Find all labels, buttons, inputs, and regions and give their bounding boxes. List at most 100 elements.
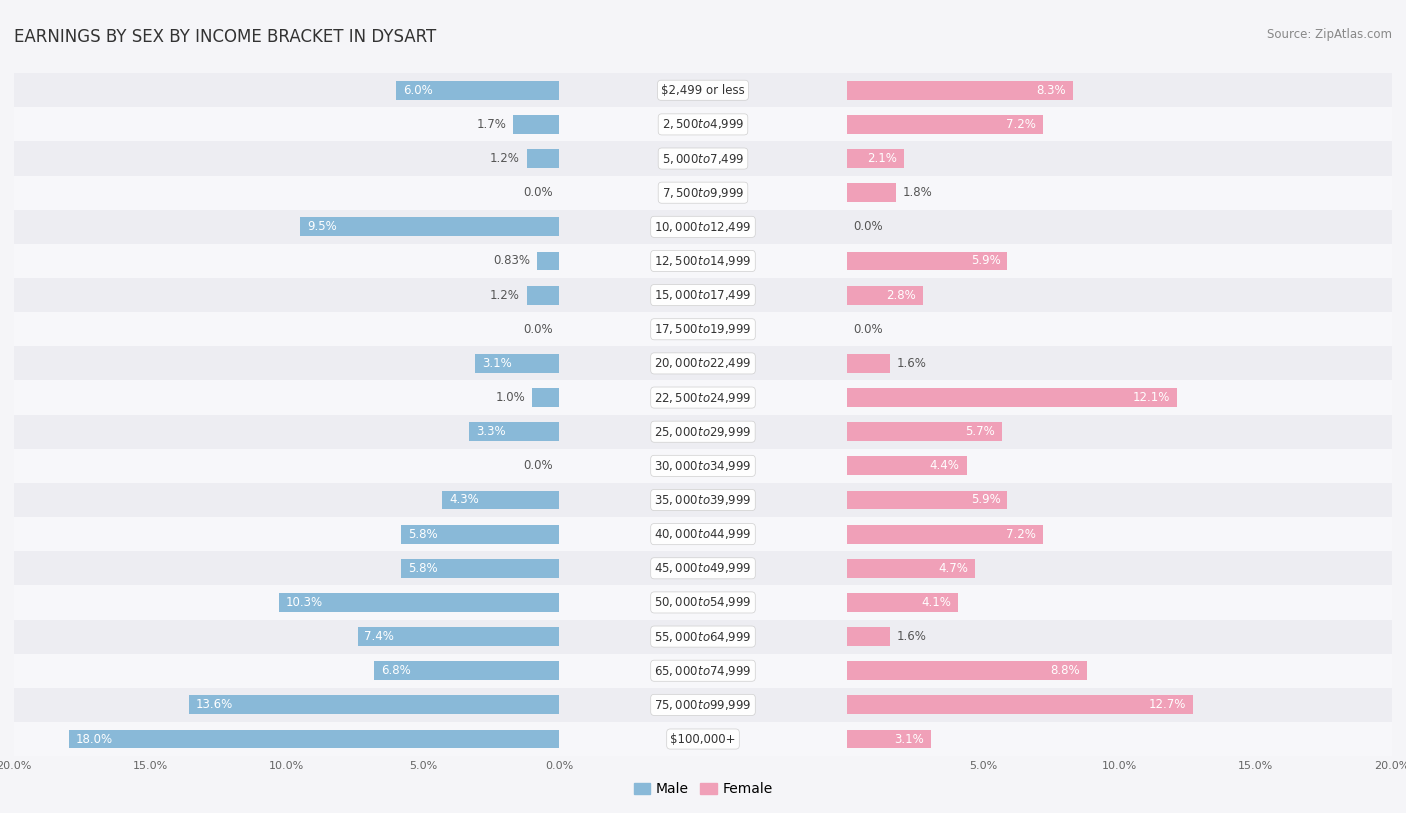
Bar — [0, 654, 1406, 688]
Bar — [0, 688, 1406, 722]
Bar — [0, 312, 1406, 346]
Bar — [0, 449, 1406, 483]
Bar — [0, 73, 1406, 107]
Text: $7,500 to $9,999: $7,500 to $9,999 — [662, 185, 744, 200]
Text: $22,500 to $24,999: $22,500 to $24,999 — [654, 390, 752, 405]
Bar — [0, 585, 1406, 620]
Text: 4.1%: 4.1% — [922, 596, 952, 609]
Bar — [188, 695, 560, 715]
Bar — [0, 483, 1406, 517]
Bar — [0, 210, 1406, 244]
Text: 8.3%: 8.3% — [1036, 84, 1066, 97]
Text: 0.0%: 0.0% — [523, 323, 553, 336]
Bar — [846, 729, 931, 749]
Bar — [0, 141, 1406, 176]
Text: 1.2%: 1.2% — [491, 152, 520, 165]
Bar — [0, 244, 1406, 278]
Text: 13.6%: 13.6% — [195, 698, 232, 711]
Text: 1.6%: 1.6% — [897, 630, 927, 643]
Bar — [0, 722, 1406, 756]
Text: 7.2%: 7.2% — [1007, 528, 1036, 541]
Bar — [0, 278, 1406, 312]
Bar — [0, 176, 1406, 210]
Bar — [846, 422, 1002, 441]
Bar — [0, 346, 1406, 380]
Text: $65,000 to $74,999: $65,000 to $74,999 — [654, 663, 752, 678]
Bar — [470, 422, 560, 441]
Text: 0.0%: 0.0% — [853, 323, 883, 336]
Text: 1.7%: 1.7% — [477, 118, 506, 131]
Bar — [0, 449, 1406, 483]
Text: $10,000 to $12,499: $10,000 to $12,499 — [654, 220, 752, 234]
Text: 10.3%: 10.3% — [285, 596, 322, 609]
Bar — [0, 415, 1406, 449]
Bar — [846, 490, 1008, 510]
Text: $30,000 to $34,999: $30,000 to $34,999 — [654, 459, 752, 473]
Text: 3.1%: 3.1% — [482, 357, 512, 370]
Bar — [0, 380, 1406, 415]
Text: 0.0%: 0.0% — [853, 220, 883, 233]
Bar — [0, 449, 1406, 483]
Bar — [846, 695, 1192, 715]
Text: Source: ZipAtlas.com: Source: ZipAtlas.com — [1267, 28, 1392, 41]
Bar — [846, 627, 890, 646]
Bar — [0, 551, 1406, 585]
Text: $50,000 to $54,999: $50,000 to $54,999 — [654, 595, 752, 610]
Bar — [846, 354, 890, 373]
Bar — [0, 688, 1406, 722]
Bar — [0, 654, 1406, 688]
Bar — [846, 524, 1043, 544]
Bar — [0, 517, 1406, 551]
Bar — [0, 73, 1406, 107]
Bar — [0, 312, 1406, 346]
Bar — [443, 490, 560, 510]
Bar — [374, 661, 560, 680]
Bar — [0, 244, 1406, 278]
Text: 5.9%: 5.9% — [972, 254, 1001, 267]
Bar — [0, 346, 1406, 380]
Bar — [0, 107, 1406, 141]
Text: $75,000 to $99,999: $75,000 to $99,999 — [654, 698, 752, 712]
Text: $15,000 to $17,499: $15,000 to $17,499 — [654, 288, 752, 302]
Text: $12,500 to $14,999: $12,500 to $14,999 — [654, 254, 752, 268]
Bar — [846, 80, 1073, 100]
Text: 12.7%: 12.7% — [1149, 698, 1187, 711]
Bar — [846, 559, 974, 578]
Text: 5.9%: 5.9% — [972, 493, 1001, 506]
Text: 12.1%: 12.1% — [1132, 391, 1170, 404]
Bar — [0, 620, 1406, 654]
Bar — [301, 217, 560, 237]
Text: $100,000+: $100,000+ — [671, 733, 735, 746]
Bar — [0, 620, 1406, 654]
Text: 4.3%: 4.3% — [449, 493, 479, 506]
Text: 6.0%: 6.0% — [402, 84, 433, 97]
Text: 7.2%: 7.2% — [1007, 118, 1036, 131]
Text: 6.8%: 6.8% — [381, 664, 411, 677]
Bar — [846, 149, 904, 168]
Bar — [0, 312, 1406, 346]
Bar — [846, 593, 959, 612]
Text: $5,000 to $7,499: $5,000 to $7,499 — [662, 151, 744, 166]
Text: 0.0%: 0.0% — [523, 186, 553, 199]
Bar — [0, 346, 1406, 380]
Text: 3.3%: 3.3% — [477, 425, 506, 438]
Text: 0.83%: 0.83% — [494, 254, 530, 267]
Bar — [0, 483, 1406, 517]
Bar — [537, 251, 560, 271]
Text: EARNINGS BY SEX BY INCOME BRACKET IN DYSART: EARNINGS BY SEX BY INCOME BRACKET IN DYS… — [14, 28, 436, 46]
Text: 1.6%: 1.6% — [897, 357, 927, 370]
Text: $40,000 to $44,999: $40,000 to $44,999 — [654, 527, 752, 541]
Bar — [0, 141, 1406, 176]
Bar — [513, 115, 560, 134]
Bar — [0, 210, 1406, 244]
Bar — [846, 183, 896, 202]
Text: 5.8%: 5.8% — [408, 562, 437, 575]
Bar — [846, 661, 1087, 680]
Bar — [0, 244, 1406, 278]
Bar — [0, 278, 1406, 312]
Bar — [527, 285, 560, 305]
Bar — [0, 688, 1406, 722]
Bar — [69, 729, 560, 749]
Bar — [0, 551, 1406, 585]
Text: 8.8%: 8.8% — [1050, 664, 1080, 677]
